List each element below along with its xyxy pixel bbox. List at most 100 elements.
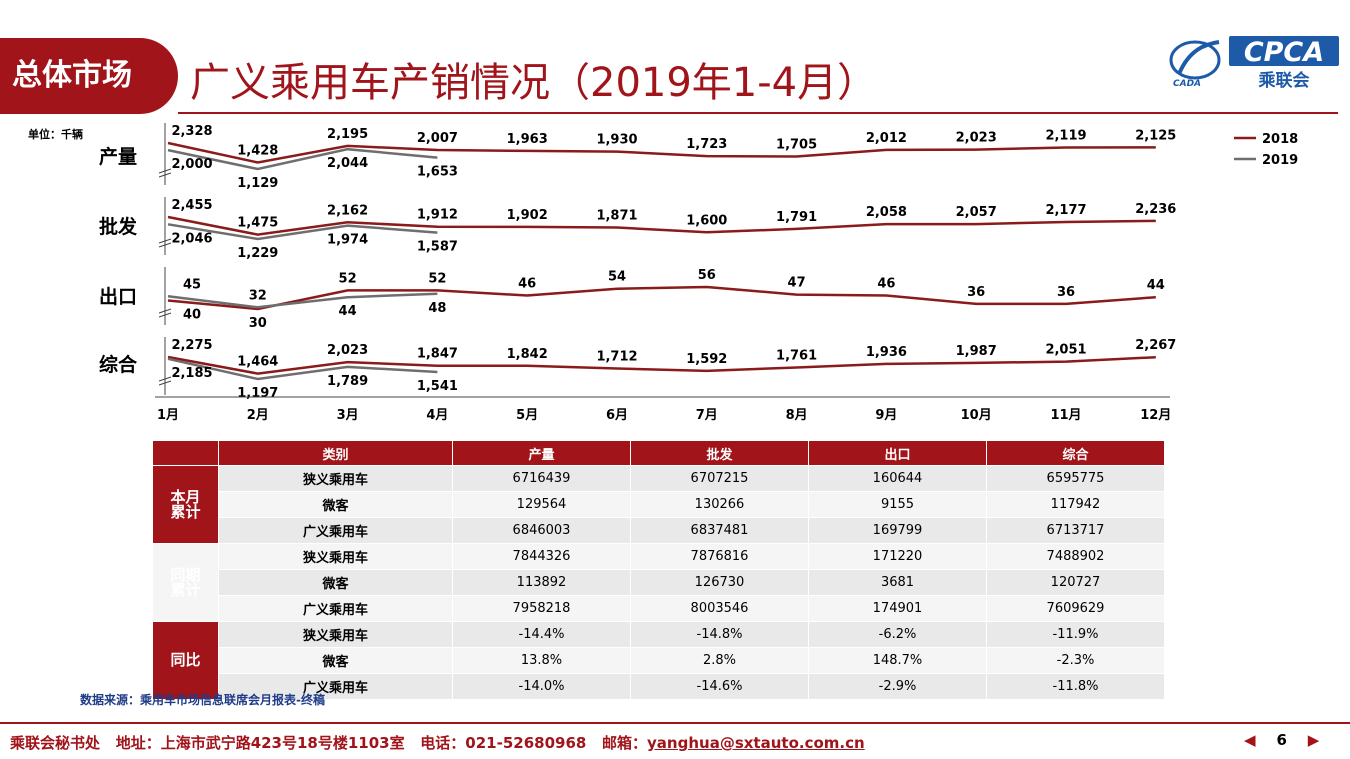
- data-label: 2,044: [327, 156, 368, 171]
- data-label: 2,023: [327, 343, 368, 358]
- table-cell: -11.8%: [986, 673, 1165, 700]
- table-cell: -14.0%: [452, 673, 631, 700]
- table-cell: -14.4%: [452, 621, 631, 648]
- group-label: 同比: [152, 621, 219, 700]
- axis-break: [158, 312, 172, 318]
- series-line-2018: [167, 355, 1156, 375]
- next-page-icon[interactable]: ▶: [1307, 731, 1320, 749]
- data-label: 1,600: [686, 213, 727, 228]
- data-label: 47: [788, 276, 806, 291]
- table-cell: 8003546: [630, 595, 809, 622]
- legend-label: 2019: [1262, 153, 1298, 168]
- table-corner: [152, 440, 219, 466]
- data-label: 2,046: [171, 231, 212, 246]
- footer-phone: 电话：021-52680968: [420, 734, 587, 752]
- logo-small-text: CADA: [1173, 79, 1201, 89]
- table-cell: 7609629: [986, 595, 1165, 622]
- group-label: 同期累计: [152, 543, 219, 622]
- footer-divider: [0, 722, 1350, 724]
- row-label: 微客: [218, 569, 453, 596]
- table-cell: 129564: [452, 491, 631, 518]
- data-label: 2,236: [1135, 202, 1176, 217]
- table-cell: 7488902: [986, 543, 1165, 570]
- data-label: 2,012: [866, 131, 907, 146]
- table-cell: -2.9%: [808, 673, 987, 700]
- data-label: 2,455: [171, 198, 212, 213]
- row-label: 狭义乘用车: [218, 543, 453, 570]
- axis-break: [158, 376, 172, 382]
- table-row: 同比 狭义乘用车 -14.4% -14.8% -6.2% -11.9%: [152, 621, 1165, 700]
- series-line-2019: [167, 357, 438, 381]
- panel-label: 批发: [99, 215, 138, 238]
- footer-email-label: 邮箱：: [602, 734, 648, 752]
- x-tick-label: 11月: [1050, 408, 1081, 423]
- table-row: 广义乘用车 6846003 6837481 169799 6713717: [153, 517, 1165, 544]
- data-label: 1,129: [237, 176, 278, 191]
- column-header: 综合: [986, 440, 1165, 466]
- footer-email-link[interactable]: yanghua@sxtauto.com.cn: [647, 734, 865, 752]
- table-cell: -14.6%: [630, 673, 809, 700]
- table-cell: -14.8%: [630, 621, 809, 648]
- table-cell: 126730: [630, 569, 809, 596]
- table-row: 同期累计 狭义乘用车 7844326 7876816 171220 748890…: [152, 543, 1165, 622]
- row-label: 狭义乘用车: [218, 465, 453, 492]
- table-cell: 120727: [986, 569, 1165, 596]
- data-label: 1,229: [237, 246, 278, 261]
- table-cell: 7844326: [452, 543, 631, 570]
- pager: ◀ 6 ▶: [1244, 731, 1319, 749]
- data-label: 1,475: [237, 216, 278, 231]
- data-label: 1,842: [507, 347, 548, 362]
- data-label: 1,428: [237, 144, 278, 159]
- data-label: 2,023: [956, 131, 997, 146]
- table-cell: -6.2%: [808, 621, 987, 648]
- x-tick-label: 7月: [696, 408, 718, 423]
- data-label: 1,761: [776, 348, 817, 363]
- data-label: 1,871: [596, 208, 637, 223]
- table-cell: 148.7%: [808, 647, 987, 674]
- series-line-2019: [167, 223, 438, 241]
- data-label: 2,162: [327, 203, 368, 218]
- data-label: 2,125: [1135, 128, 1176, 143]
- data-label: 1,541: [417, 379, 458, 394]
- x-tick-label: 12月: [1140, 408, 1171, 423]
- data-label: 1,712: [596, 349, 637, 364]
- data-label: 36: [967, 285, 985, 300]
- axis-break: [158, 308, 172, 314]
- data-label: 1,912: [417, 208, 458, 223]
- x-tick-label: 6月: [606, 408, 628, 423]
- table-cell: 6713717: [986, 517, 1165, 544]
- axis-break: [158, 380, 172, 386]
- summary-table: 类别 产量 批发 出口 综合 本月累计 狭义乘用车 6716439 670721…: [152, 440, 1165, 700]
- row-label: 广义乘用车: [218, 673, 453, 700]
- table-header-row: 类别 产量 批发 出口 综合: [152, 440, 1165, 466]
- x-tick-label: 9月: [875, 408, 897, 423]
- table-cell: 2.8%: [630, 647, 809, 674]
- table-cell: 7958218: [452, 595, 631, 622]
- axis-break: [158, 168, 172, 174]
- axis-break: [158, 238, 172, 244]
- data-label: 1,653: [417, 165, 458, 180]
- table-row: 广义乘用车 7958218 8003546 174901 7609629: [153, 595, 1165, 622]
- x-tick-label: 10月: [961, 408, 992, 423]
- x-tick-label: 1月: [157, 408, 179, 423]
- unit-label: 单位：千辆: [28, 128, 83, 141]
- logo-text: CPCA: [1244, 37, 1324, 68]
- data-label: 46: [518, 276, 536, 291]
- series-line-2018: [167, 285, 1156, 311]
- data-label: 44: [339, 304, 357, 319]
- data-source-note: 数据来源：乘用车市场信息联席会月报表-终稿: [80, 693, 325, 707]
- data-label: 1,464: [237, 355, 278, 370]
- data-label: 1,963: [507, 132, 548, 147]
- axis-break: [158, 242, 172, 248]
- table-cell: 130266: [630, 491, 809, 518]
- data-label: 1,791: [776, 210, 817, 225]
- data-label: 1,974: [327, 233, 368, 248]
- table-cell: 6846003: [452, 517, 631, 544]
- prev-page-icon[interactable]: ◀: [1244, 731, 1256, 749]
- data-label: 2,267: [1135, 338, 1176, 353]
- data-label: 2,177: [1045, 203, 1086, 218]
- table-cell: 174901: [808, 595, 987, 622]
- data-label: 52: [428, 271, 446, 286]
- data-label: 2,000: [171, 157, 212, 172]
- data-label: 40: [183, 308, 201, 323]
